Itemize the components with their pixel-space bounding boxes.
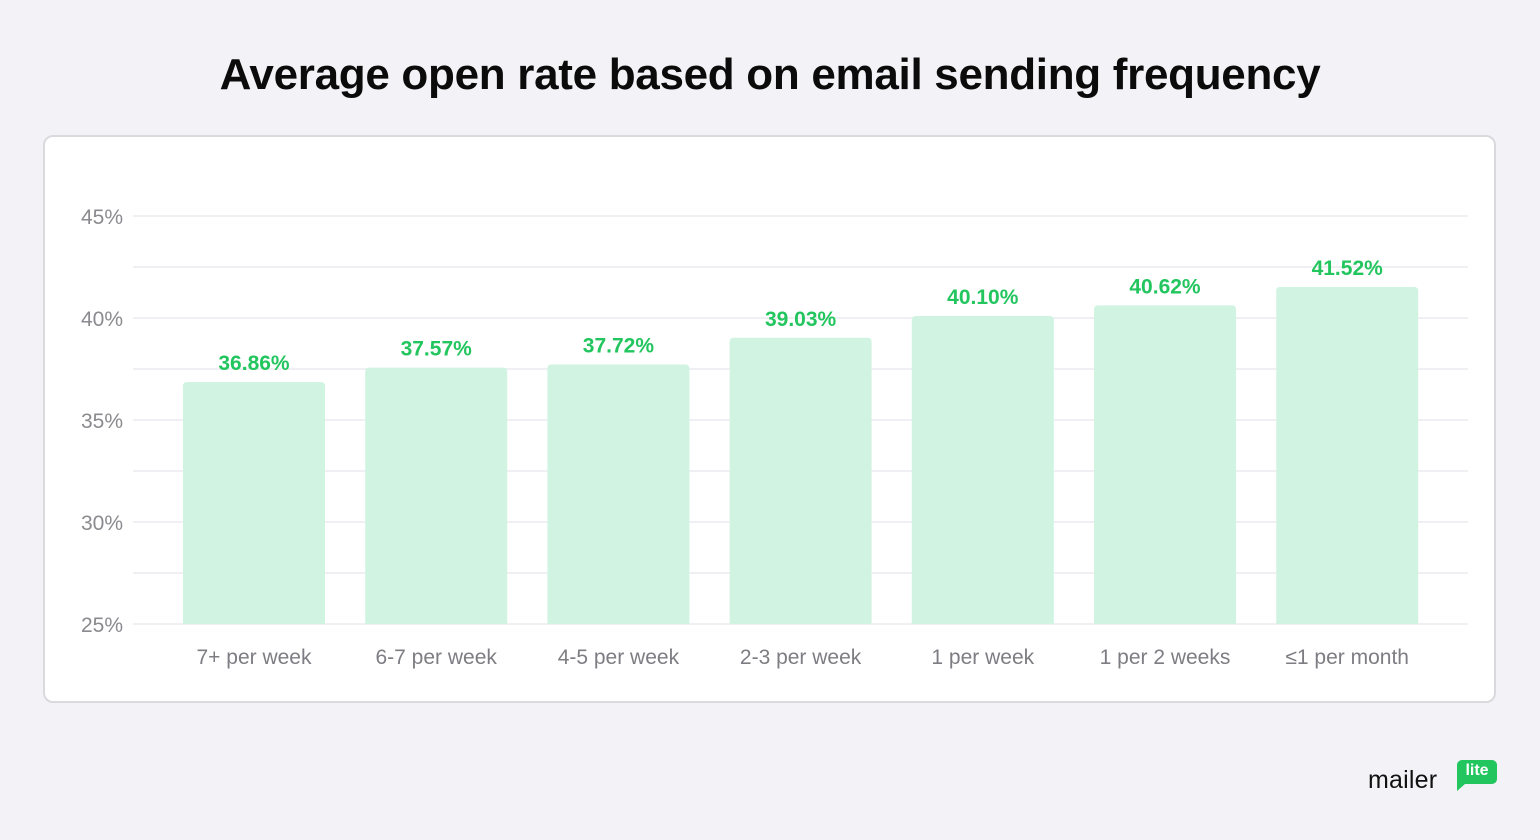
y-tick-label: 30% (81, 512, 123, 535)
data-label: 41.52% (1312, 257, 1384, 280)
chart-title: Average open rate based on email sending… (219, 50, 1321, 99)
y-tick-label: 35% (81, 410, 123, 433)
data-label: 40.10% (947, 286, 1019, 309)
x-tick-label: ≤1 per month (1285, 646, 1409, 669)
data-label: 40.62% (1129, 275, 1201, 298)
bar (729, 337, 872, 624)
mailerlite-logo: mailer lite (1368, 758, 1500, 798)
x-tick-label: 1 per 2 weeks (1100, 646, 1231, 669)
x-tick-label: 6-7 per week (375, 646, 497, 669)
x-tick-label: 4-5 per week (558, 646, 680, 669)
bar (547, 364, 690, 624)
bar (911, 315, 1054, 624)
bar (183, 382, 325, 624)
x-tick-label: 2-3 per week (740, 646, 862, 669)
data-label: 37.57% (401, 338, 473, 361)
brand-wordmark: mailer (1368, 766, 1438, 794)
data-label: 39.03% (765, 308, 837, 331)
y-tick-label: 25% (81, 614, 123, 637)
bar (1276, 286, 1419, 624)
x-tick-label: 1 per week (931, 646, 1034, 669)
data-label: 36.86% (218, 352, 290, 375)
y-tick-label: 45% (81, 206, 123, 229)
data-label: 37.72% (583, 335, 655, 358)
bar (365, 367, 508, 624)
bar (1094, 305, 1236, 624)
x-tick-label: 7+ per week (197, 646, 312, 669)
brand-badge: lite (1457, 760, 1497, 791)
y-tick-label: 40% (81, 308, 123, 331)
